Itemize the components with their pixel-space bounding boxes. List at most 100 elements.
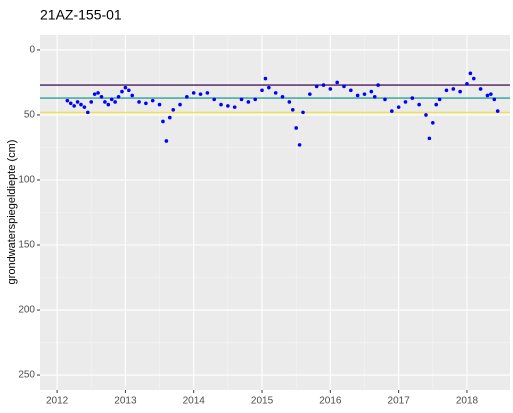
data-point bbox=[191, 91, 196, 95]
data-point bbox=[120, 89, 124, 94]
data-point bbox=[376, 83, 380, 87]
data-point bbox=[451, 87, 456, 91]
data-point bbox=[72, 104, 76, 108]
data-point bbox=[161, 119, 165, 124]
data-point bbox=[260, 88, 264, 93]
x-tick-label: 2012 bbox=[46, 396, 69, 407]
data-point bbox=[290, 107, 295, 112]
data-point bbox=[82, 105, 87, 109]
data-point bbox=[444, 88, 449, 93]
data-point bbox=[205, 91, 210, 95]
x-tick-label: 2013 bbox=[114, 396, 137, 407]
data-point bbox=[273, 91, 278, 95]
data-point bbox=[232, 105, 237, 109]
data-point bbox=[434, 102, 439, 107]
data-point bbox=[86, 110, 90, 115]
y-tick-label: 50 bbox=[24, 110, 36, 121]
data-point bbox=[103, 100, 107, 104]
data-point bbox=[431, 120, 435, 125]
data-point bbox=[335, 80, 339, 85]
data-point bbox=[130, 93, 135, 98]
data-point bbox=[106, 102, 111, 107]
data-point bbox=[267, 85, 271, 90]
data-point bbox=[485, 93, 490, 98]
data-point bbox=[417, 102, 421, 107]
data-point bbox=[65, 98, 70, 103]
y-tick-label: 0 bbox=[29, 45, 35, 56]
data-point bbox=[495, 109, 500, 113]
y-tick-label: 250 bbox=[18, 370, 35, 381]
data-point bbox=[287, 100, 292, 104]
x-tick-label: 2014 bbox=[183, 396, 206, 407]
data-point bbox=[410, 96, 415, 100]
y-tick-label: 100 bbox=[18, 175, 35, 186]
y-tick-label: 150 bbox=[18, 240, 35, 251]
data-point bbox=[198, 92, 203, 96]
data-point bbox=[239, 97, 244, 102]
data-point bbox=[113, 100, 117, 104]
data-point bbox=[355, 93, 360, 98]
data-point bbox=[372, 94, 377, 99]
data-point bbox=[328, 87, 333, 91]
data-point bbox=[396, 105, 401, 109]
data-point bbox=[468, 71, 473, 76]
data-point bbox=[458, 89, 462, 94]
data-point bbox=[427, 136, 432, 141]
x-tick-label: 2016 bbox=[319, 396, 342, 407]
data-point bbox=[96, 91, 100, 95]
data-point bbox=[471, 76, 476, 81]
data-point bbox=[178, 102, 182, 107]
data-point bbox=[137, 100, 141, 104]
data-point bbox=[92, 92, 97, 96]
data-point bbox=[342, 84, 346, 89]
y-tick-label: 200 bbox=[18, 305, 35, 316]
x-tick-label: 2015 bbox=[251, 396, 274, 407]
data-point bbox=[109, 97, 114, 102]
data-point bbox=[167, 115, 172, 120]
data-point bbox=[157, 102, 162, 107]
data-point bbox=[492, 97, 497, 102]
data-point bbox=[212, 97, 217, 102]
data-point bbox=[465, 81, 469, 86]
y-axis-label: grondwaterspiegeldiepte (cm) bbox=[6, 140, 18, 285]
data-point bbox=[116, 94, 121, 99]
data-point bbox=[478, 87, 483, 91]
data-point bbox=[185, 94, 189, 99]
data-point bbox=[164, 139, 169, 143]
data-point bbox=[226, 104, 230, 108]
data-point bbox=[144, 101, 148, 106]
data-point bbox=[314, 84, 319, 89]
data-point bbox=[403, 100, 408, 104]
data-point bbox=[308, 92, 312, 96]
data-point bbox=[362, 92, 367, 96]
data-point bbox=[127, 88, 131, 93]
data-point bbox=[349, 88, 353, 93]
data-point bbox=[280, 94, 285, 99]
data-point bbox=[150, 98, 155, 103]
data-point bbox=[79, 102, 83, 107]
chart-title: 21AZ-155-01 bbox=[40, 7, 122, 23]
x-tick-label: 2017 bbox=[388, 396, 411, 407]
data-point bbox=[369, 89, 374, 94]
data-point bbox=[89, 100, 94, 104]
data-point bbox=[246, 100, 251, 104]
x-tick-label: 2018 bbox=[456, 396, 479, 407]
data-point bbox=[219, 102, 223, 107]
data-point bbox=[253, 97, 257, 102]
data-point bbox=[68, 101, 73, 106]
data-point bbox=[99, 94, 104, 99]
data-point bbox=[297, 143, 302, 147]
data-point bbox=[424, 113, 428, 117]
data-point bbox=[294, 126, 298, 130]
data-point bbox=[263, 76, 268, 81]
data-point bbox=[383, 97, 387, 102]
data-point bbox=[301, 110, 305, 115]
data-point bbox=[75, 100, 80, 104]
data-point bbox=[123, 85, 128, 90]
data-point bbox=[489, 92, 493, 96]
data-point bbox=[321, 83, 326, 87]
data-point bbox=[437, 97, 442, 102]
data-point bbox=[171, 107, 176, 112]
data-point bbox=[390, 109, 394, 113]
